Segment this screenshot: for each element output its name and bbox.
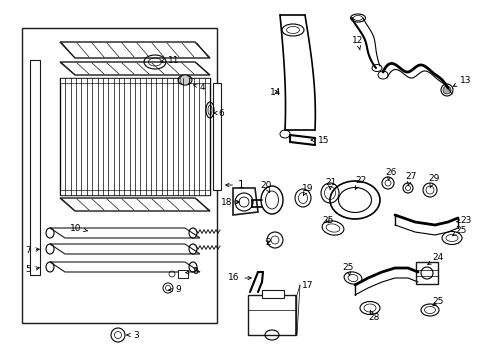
Text: 19: 19 (302, 184, 313, 195)
Text: 12: 12 (351, 36, 363, 50)
Text: 4: 4 (193, 82, 205, 91)
Bar (415, 262, 437, 284)
Text: 25: 25 (451, 225, 466, 236)
Text: 6: 6 (213, 108, 224, 117)
Text: 13: 13 (452, 76, 470, 86)
Circle shape (180, 75, 190, 85)
Text: 25: 25 (341, 264, 353, 275)
Text: 17: 17 (302, 280, 313, 289)
Text: 7: 7 (25, 246, 39, 255)
Text: 3: 3 (126, 330, 139, 339)
Polygon shape (50, 228, 200, 238)
Text: 5: 5 (25, 266, 39, 274)
Polygon shape (50, 244, 200, 254)
Text: 9: 9 (168, 285, 181, 294)
Bar (60, 190, 209, 195)
Bar (213, 83, 221, 190)
Bar (30, 60, 40, 275)
Text: 21: 21 (325, 177, 336, 189)
Circle shape (442, 86, 450, 94)
Text: 22: 22 (354, 176, 366, 190)
Text: 26: 26 (384, 167, 396, 180)
Text: 27: 27 (404, 171, 415, 186)
Bar (60, 78, 209, 195)
Polygon shape (232, 188, 258, 215)
Bar (60, 78, 209, 83)
Bar (178, 270, 187, 278)
Text: 29: 29 (427, 174, 439, 188)
Polygon shape (60, 198, 209, 211)
Text: 2: 2 (264, 238, 270, 247)
Bar (247, 295, 295, 335)
Text: 8: 8 (185, 267, 197, 276)
Polygon shape (60, 62, 209, 75)
Text: 28: 28 (367, 311, 379, 323)
Bar (22, 28, 217, 323)
Bar (262, 290, 284, 298)
Text: 18: 18 (220, 198, 239, 207)
Text: 16: 16 (227, 274, 251, 283)
Polygon shape (50, 262, 200, 272)
Text: 14: 14 (269, 87, 281, 96)
Text: 1: 1 (225, 180, 244, 190)
Text: 25: 25 (321, 216, 333, 225)
Text: 10: 10 (70, 224, 87, 233)
Text: 23: 23 (456, 216, 470, 225)
Text: 20: 20 (260, 180, 271, 193)
Text: 11: 11 (161, 55, 179, 64)
Polygon shape (60, 42, 209, 58)
Text: 15: 15 (310, 135, 329, 144)
Text: 25: 25 (431, 297, 443, 306)
Text: 24: 24 (427, 253, 442, 265)
